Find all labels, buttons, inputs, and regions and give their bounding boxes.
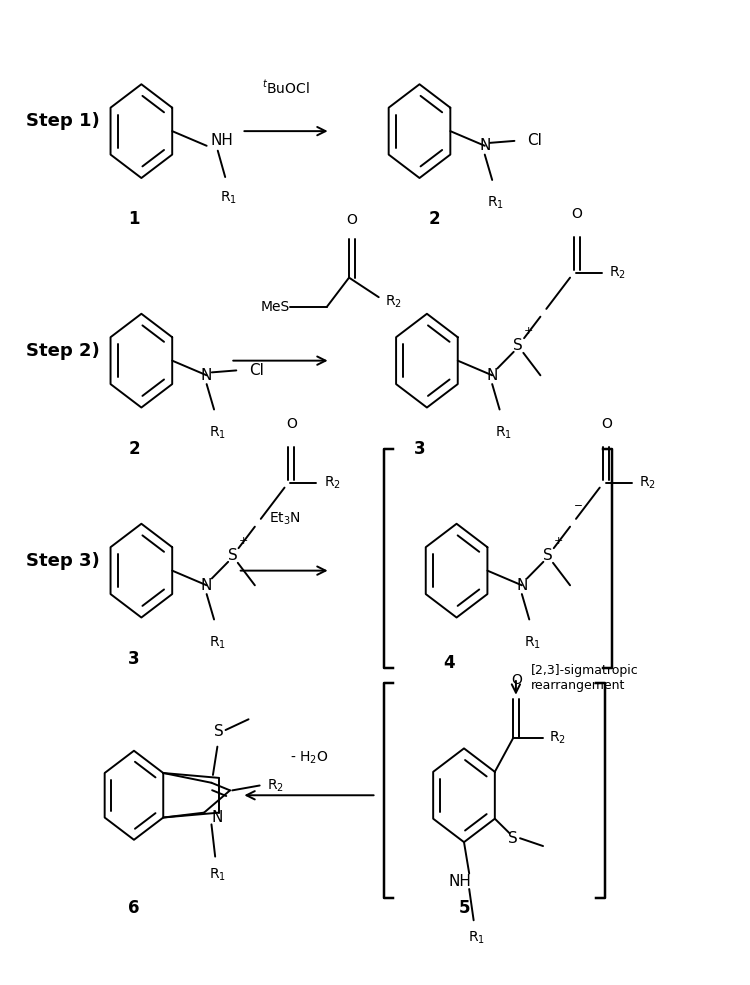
Text: R$_2$: R$_2$ — [267, 777, 284, 794]
Text: R$_1$: R$_1$ — [488, 195, 505, 211]
Text: S: S — [513, 339, 523, 354]
Text: R$_2$: R$_2$ — [609, 265, 626, 281]
Text: S: S — [228, 549, 238, 563]
Text: R$_1$: R$_1$ — [495, 425, 512, 440]
Text: R$_2$: R$_2$ — [549, 730, 566, 746]
Text: O: O — [601, 417, 612, 431]
Text: O: O — [286, 417, 297, 431]
Text: Step 2): Step 2) — [26, 342, 100, 360]
Text: N: N — [479, 138, 490, 154]
Text: Step 3): Step 3) — [26, 552, 100, 570]
Text: R$_2$: R$_2$ — [324, 475, 340, 491]
Text: Step 1): Step 1) — [26, 112, 100, 130]
Text: N: N — [201, 578, 212, 593]
Text: 4: 4 — [443, 654, 455, 673]
Text: O: O — [511, 673, 522, 687]
Text: 2: 2 — [128, 439, 140, 458]
Text: $^-$: $^-$ — [571, 502, 583, 517]
Text: R$_2$: R$_2$ — [639, 475, 656, 491]
Text: 3: 3 — [128, 649, 140, 668]
Text: +: + — [554, 537, 563, 547]
Text: S: S — [214, 724, 223, 739]
Text: N: N — [487, 367, 498, 383]
Text: +: + — [524, 326, 533, 336]
Text: 5: 5 — [458, 898, 470, 917]
Text: NH: NH — [448, 874, 472, 888]
Text: NH: NH — [210, 133, 233, 149]
Text: N: N — [211, 810, 223, 825]
Text: N: N — [516, 578, 527, 593]
Text: O: O — [572, 207, 582, 221]
Text: [2,3]-sigmatropic
rearrangement: [2,3]-sigmatropic rearrangement — [531, 664, 638, 692]
Text: R$_1$: R$_1$ — [468, 930, 485, 947]
Text: R$_1$: R$_1$ — [524, 634, 542, 650]
Text: Cl: Cl — [249, 362, 264, 378]
Text: Cl: Cl — [527, 133, 542, 149]
Text: R$_1$: R$_1$ — [209, 634, 226, 650]
Text: R$_1$: R$_1$ — [209, 867, 226, 883]
Text: 1: 1 — [128, 210, 140, 229]
Text: 3: 3 — [414, 439, 425, 458]
Text: Et$_3$N: Et$_3$N — [268, 510, 301, 527]
Text: R$_1$: R$_1$ — [209, 425, 226, 440]
Text: MeS: MeS — [260, 300, 290, 314]
Text: $^t$BuOCl: $^t$BuOCl — [262, 80, 310, 97]
Text: R$_1$: R$_1$ — [220, 190, 238, 206]
Text: +: + — [238, 537, 248, 547]
Text: R$_2$: R$_2$ — [385, 294, 402, 310]
Text: 6: 6 — [128, 898, 140, 917]
Text: S: S — [509, 830, 518, 846]
Text: O: O — [346, 213, 358, 227]
Text: N: N — [201, 367, 212, 383]
Text: S: S — [543, 549, 553, 563]
Text: 2: 2 — [428, 210, 440, 229]
Text: - H$_2$O: - H$_2$O — [290, 750, 328, 766]
